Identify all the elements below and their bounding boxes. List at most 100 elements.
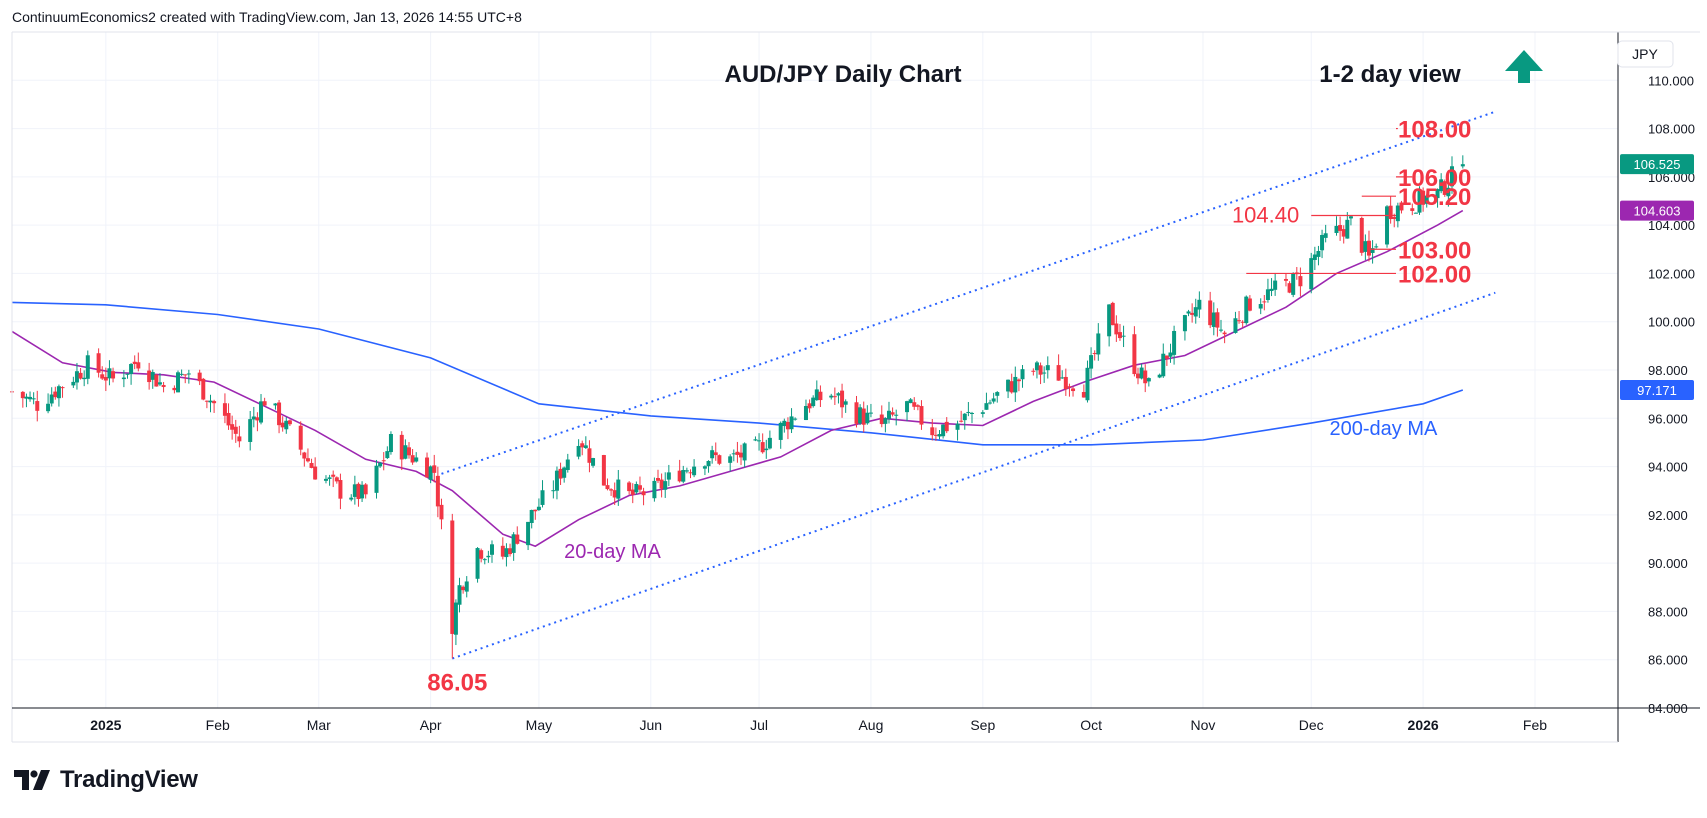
candle-body [262,401,267,406]
candle-body [912,402,917,407]
candle-body [103,376,108,381]
candle-body [352,484,357,497]
chart-attribution: ContinuumEconomics2 created with Trading… [12,9,522,25]
candle-body [154,374,159,387]
candle-body [20,391,25,399]
candle-body [886,410,891,419]
x-tick-label: Dec [1299,717,1324,733]
tradingview-logo-icon [14,770,50,790]
candle-body [659,479,664,489]
candle-body [356,483,361,500]
candle-body [273,403,278,406]
brand-name: TradingView [60,766,198,793]
candle-body [349,497,354,500]
candle-body [706,460,711,467]
tradingview-brand[interactable]: TradingView [14,766,198,794]
candle-body [1413,212,1418,214]
candle-body [172,387,177,391]
candle-body [129,363,134,375]
candle-body [284,420,289,430]
candle-body [287,420,292,425]
candle-body [425,457,430,478]
candle-body [1045,365,1050,371]
candle-body [111,371,116,379]
candle-body [710,450,715,459]
y-tick-label: 100.000 [1648,315,1695,330]
candle-body [74,371,79,383]
candle-body [1136,373,1141,379]
candle-body [360,484,365,499]
candle-body [1449,166,1454,187]
candle-body [71,381,76,386]
candle-body [1298,276,1303,287]
candle-body [125,373,130,375]
candle-body [1363,241,1368,252]
y-tick-label: 102.000 [1648,266,1695,281]
view-label: 1-2 day view [1319,61,1461,88]
candle-body [388,433,393,453]
candle-body [464,581,469,592]
price-tag-ma200-text: 97.171 [1637,383,1677,398]
candle-body [980,412,985,414]
candle-body [212,401,217,404]
candle-body [1237,320,1242,322]
axes: 84.000 86.000 88.000 90.000 92.000 94.000 96.0… [11,31,1700,743]
x-tick-label: Jul [750,717,768,733]
candle-body [1060,377,1065,379]
candle-body [1117,332,1122,339]
candle-body [991,398,996,402]
candle-body [259,401,264,423]
candle-body [731,453,736,455]
candle-body [1262,301,1267,303]
candle-body [757,440,762,442]
candle-body [634,483,639,493]
y-tick-label: 104.000 [1648,218,1695,233]
candle-body [1341,229,1346,237]
candle-body [226,412,231,426]
candle-body [713,452,718,456]
candle-body [1164,355,1169,359]
candle-body [1338,225,1343,231]
candle-body [327,477,332,479]
x-tick-label: Feb [206,717,230,733]
candle-body [85,355,90,379]
candle-body [616,479,621,499]
candle-body [414,457,419,462]
candle-body [1287,283,1292,293]
candle-body [504,548,509,558]
candle-body [803,406,808,421]
candle-body [1114,323,1119,335]
candle-body [742,443,747,461]
candle-body [302,452,307,459]
currency-button[interactable]: JPY [1617,40,1674,68]
candle-body [583,445,588,449]
candle-body [764,448,769,451]
candle-body [457,585,462,605]
candle-body [1410,208,1415,211]
candle-body [551,490,556,492]
candle-body [1316,251,1321,257]
candle-body [865,412,870,424]
candle-body [609,489,614,491]
candle-body [1395,205,1400,222]
candle-body [1417,190,1422,213]
candle-body [562,467,567,478]
candle-body [186,373,191,375]
candle-body [728,456,733,463]
candle-body [1197,299,1202,310]
price-tag-ma20-text: 104.603 [1634,204,1681,219]
candle-body [461,586,466,591]
candle-body [565,459,570,470]
candle-body [1143,370,1148,384]
candle-body [35,401,40,411]
candle-body [778,422,783,440]
candle-body [475,548,480,579]
candle-body [915,405,920,407]
candle-body [962,413,967,421]
candle-body [832,396,837,398]
candle-body [692,466,697,476]
low-label: 86.05 [427,670,487,697]
candle-body [107,368,112,379]
